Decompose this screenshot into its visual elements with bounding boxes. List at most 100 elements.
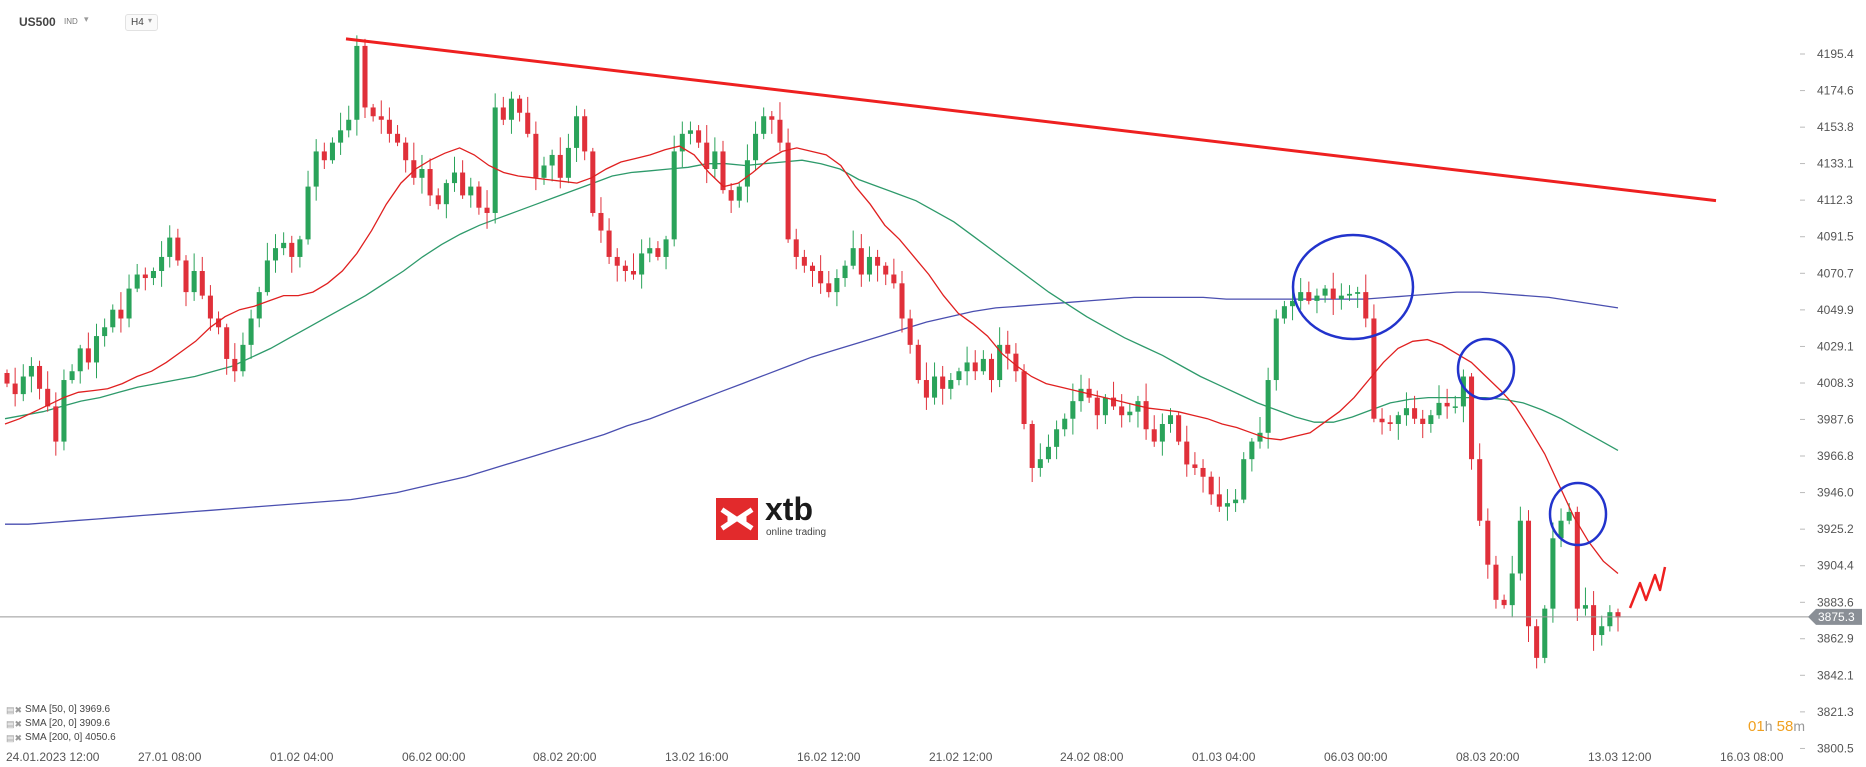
candle-body	[297, 239, 303, 257]
candle-body	[1135, 401, 1141, 412]
price-tick-label: 3925.2	[1817, 522, 1854, 536]
candle-body	[338, 130, 344, 143]
candle-body	[1021, 371, 1027, 424]
indicator-icon: ▤✖	[6, 719, 23, 729]
candle-body	[1436, 402, 1442, 416]
candle-body	[61, 380, 67, 442]
instrument-type: IND	[64, 17, 78, 26]
timeframe-select[interactable]: H4 ▾	[125, 14, 158, 31]
candle-body	[1599, 626, 1605, 636]
candle-body	[1379, 418, 1385, 423]
time-tick-label: 16.03 08:00	[1720, 750, 1784, 764]
candle-body	[126, 288, 132, 319]
price-tick-label: 3987.6	[1817, 412, 1854, 426]
candle-body	[1558, 520, 1564, 539]
candle-body	[525, 112, 531, 134]
price-tick-label: 4091.5	[1817, 230, 1854, 244]
candle-body	[1176, 415, 1182, 442]
trendline	[345, 37, 1717, 203]
candle-body	[1566, 511, 1572, 521]
candle-body	[183, 260, 189, 293]
candle-body	[492, 107, 498, 213]
timer-h-unit: h	[1764, 718, 1773, 734]
candle-body	[655, 248, 661, 257]
candle-body	[988, 358, 995, 381]
candle-body	[842, 265, 848, 279]
candle-body	[28, 365, 34, 377]
candle-body	[329, 142, 335, 161]
candle-body	[142, 274, 148, 279]
candle-body	[1151, 429, 1157, 442]
candle-body	[630, 271, 637, 275]
candle-body	[395, 133, 401, 143]
candle-body	[1371, 318, 1377, 419]
candle-body	[159, 256, 165, 272]
price-tick-label: 4174.6	[1817, 84, 1854, 98]
candle-body	[1615, 612, 1621, 618]
candle-body	[793, 239, 799, 257]
candle-body	[997, 344, 1003, 381]
candle-body	[907, 318, 913, 345]
candle-body	[451, 172, 458, 184]
candle-body	[419, 169, 425, 178]
time-tick-label: 27.01 08:00	[138, 750, 202, 764]
candle-body	[761, 116, 767, 134]
candle-body	[1005, 344, 1011, 354]
time-axis[interactable]: 24.01.2023 12:00 27.01 08:00 01.02 04:00 06…	[6, 750, 1784, 764]
candle-body	[785, 142, 791, 240]
candle-body	[1501, 599, 1507, 606]
candle-body	[1045, 446, 1051, 460]
candle-body	[1387, 422, 1393, 424]
candle-body	[1322, 288, 1328, 296]
time-tick-label: 24.01.2023 12:00	[6, 750, 100, 764]
candle-body	[1062, 418, 1068, 430]
candle-countdown: 01h 58m	[1748, 718, 1805, 735]
legend-item-sma200[interactable]: ▤✖ SMA [200, 0] 4050.6	[6, 731, 116, 745]
candle-body	[1224, 503, 1230, 507]
candle-body	[69, 371, 75, 381]
legend-label: SMA [20, 0] 3909.6	[25, 718, 111, 729]
candle-body	[1127, 411, 1133, 416]
candle-body	[264, 260, 270, 293]
price-tick-label: 3821.3	[1817, 705, 1854, 719]
candle-body	[1517, 520, 1523, 574]
candle-body	[118, 309, 124, 319]
candle-body	[1460, 376, 1466, 407]
legend-item-sma20[interactable]: ▤✖ SMA [20, 0] 3909.6	[6, 717, 116, 731]
candle-body	[102, 327, 108, 337]
candle-body	[272, 248, 279, 261]
candle-body	[1037, 459, 1043, 468]
price-axis[interactable]: 4195.4 4174.6 4153.8 4133.1 4112.3 4091.5 4070…	[1800, 47, 1854, 755]
candle-body	[411, 160, 417, 178]
candle-body	[1233, 499, 1239, 504]
candle-body	[1477, 459, 1483, 521]
candle-body	[557, 154, 563, 178]
highlight-circle	[1291, 233, 1415, 341]
candle-body	[858, 248, 864, 275]
top-bar: US500 IND ▾ H4 ▾	[0, 0, 400, 40]
candle-body	[386, 119, 392, 134]
candle-body	[1607, 612, 1613, 627]
candle-body	[20, 376, 26, 395]
candle-body	[1493, 564, 1499, 600]
candle-body	[313, 151, 319, 187]
candle-body	[972, 362, 978, 372]
candle-body	[484, 207, 490, 213]
price-tick-label: 4008.3	[1817, 376, 1854, 390]
candle-body	[1192, 464, 1198, 468]
candle-body	[167, 237, 173, 257]
candle-body	[370, 107, 376, 117]
candle-body	[93, 336, 100, 363]
symbol-dropdown-icon[interactable]: ▾	[84, 14, 89, 24]
xtb-logo-mark	[716, 498, 758, 540]
legend-item-sma50[interactable]: ▤✖ SMA [50, 0] 3969.6	[6, 703, 116, 717]
time-tick-label: 06.02 00:00	[402, 750, 466, 764]
symbol-label[interactable]: US500	[19, 15, 56, 29]
candle-body	[281, 242, 287, 249]
highlight-circle	[1456, 337, 1516, 401]
candle-body	[1013, 353, 1019, 372]
candle-body	[801, 256, 807, 266]
candle-body	[199, 271, 205, 296]
candle-body	[45, 388, 51, 407]
